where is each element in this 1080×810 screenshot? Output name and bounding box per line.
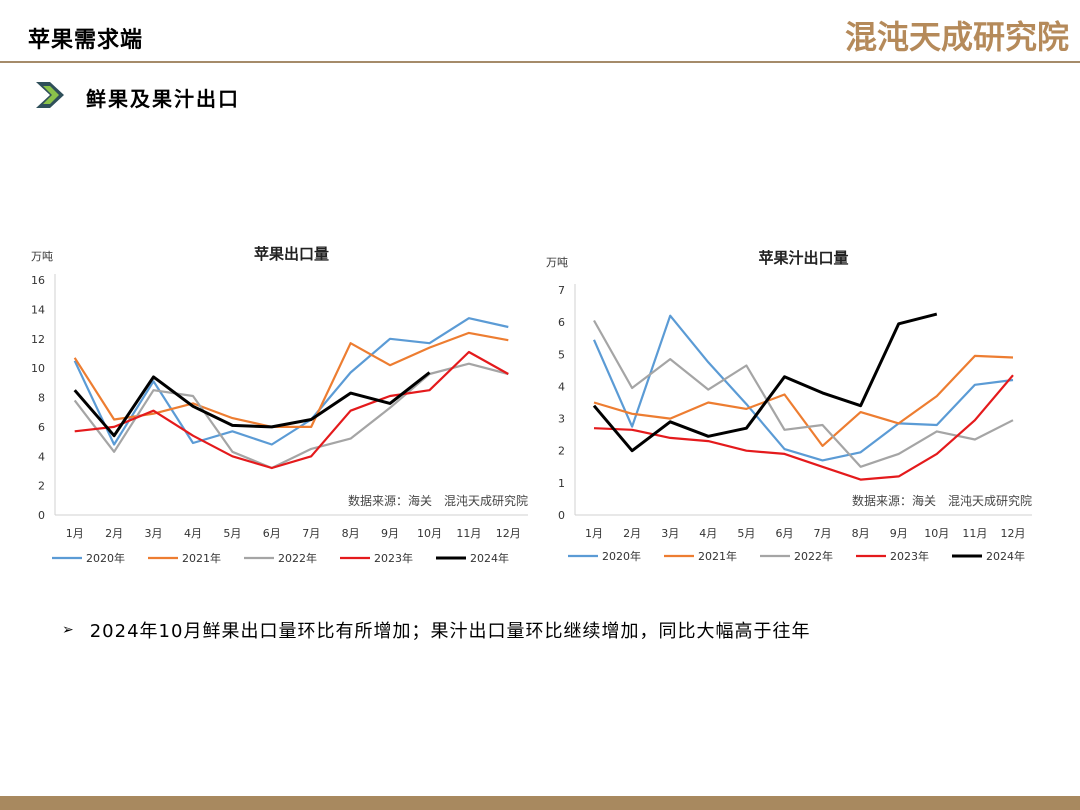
x-tick-label: 12月 bbox=[1000, 527, 1025, 540]
x-tick-label: 3月 bbox=[145, 527, 163, 540]
x-tick-label: 5月 bbox=[737, 527, 755, 540]
section-title: 鲜果及果汁出口 bbox=[86, 87, 240, 111]
y-tick-label: 2 bbox=[38, 480, 45, 493]
y-tick-label: 8 bbox=[38, 392, 45, 405]
y-tick-label: 1 bbox=[558, 477, 565, 490]
series-line-2022年 bbox=[593, 319, 1014, 468]
chart-title: 苹果出口量 bbox=[254, 245, 329, 263]
x-tick-label: 6月 bbox=[775, 527, 793, 540]
y-tick-label: 14 bbox=[31, 303, 45, 316]
y-tick-label: 5 bbox=[558, 348, 565, 361]
x-tick-label: 11月 bbox=[962, 527, 987, 540]
page-title: 苹果需求端 bbox=[28, 28, 144, 53]
legend-label: 2021年 bbox=[698, 549, 737, 563]
footer-bar bbox=[0, 796, 1080, 810]
y-tick-label: 7 bbox=[558, 284, 565, 297]
y-tick-label: 4 bbox=[38, 450, 45, 463]
x-tick-label: 2月 bbox=[105, 527, 123, 540]
x-tick-label: 2月 bbox=[623, 527, 641, 540]
summary-bullet: ➢ 2024年10月鲜果出口量环比有所增加；果汁出口量环比继续增加，同比大幅高于… bbox=[62, 617, 810, 643]
series-line-2024年 bbox=[592, 312, 938, 453]
y-axis-unit-label: 万吨 bbox=[31, 250, 53, 263]
x-tick-label: 1月 bbox=[585, 527, 603, 540]
x-tick-label: 9月 bbox=[890, 527, 908, 540]
y-tick-label: 0 bbox=[558, 509, 565, 522]
legend-label: 2020年 bbox=[86, 551, 125, 565]
x-tick-label: 8月 bbox=[342, 527, 360, 540]
series-line-2021年 bbox=[593, 354, 1014, 447]
chevron-right-icon bbox=[36, 82, 64, 108]
series-line-2022年 bbox=[73, 362, 509, 470]
legend-label: 2024年 bbox=[470, 551, 509, 565]
x-tick-label: 11月 bbox=[456, 527, 481, 540]
y-tick-label: 16 bbox=[31, 274, 45, 287]
x-tick-label: 4月 bbox=[184, 527, 202, 540]
data-source-note: 数据来源：海关 混沌天成研究院 bbox=[852, 493, 1032, 508]
y-tick-label: 6 bbox=[558, 316, 565, 329]
x-tick-label: 3月 bbox=[661, 527, 679, 540]
x-tick-label: 1月 bbox=[66, 527, 84, 540]
legend-label: 2020年 bbox=[602, 549, 641, 563]
legend-label: 2021年 bbox=[182, 551, 221, 565]
series-line-2020年 bbox=[73, 317, 509, 446]
x-tick-label: 7月 bbox=[302, 527, 320, 540]
y-tick-label: 3 bbox=[558, 413, 565, 426]
y-tick-label: 4 bbox=[558, 380, 565, 393]
x-tick-label: 7月 bbox=[814, 527, 832, 540]
y-tick-label: 0 bbox=[38, 509, 45, 522]
series-line-2021年 bbox=[73, 331, 509, 428]
series-line-2023年 bbox=[74, 350, 509, 470]
summary-text: 2024年10月鲜果出口量环比有所增加；果汁出口量环比继续增加，同比大幅高于往年 bbox=[89, 621, 811, 642]
legend-label: 2023年 bbox=[890, 549, 929, 563]
y-tick-label: 6 bbox=[38, 421, 45, 434]
bullet-arrow-icon: ➢ bbox=[62, 622, 74, 638]
series-line-2023年 bbox=[593, 374, 1014, 481]
legend-label: 2022年 bbox=[278, 551, 317, 565]
chart-title: 苹果汁出口量 bbox=[758, 249, 848, 267]
x-tick-label: 4月 bbox=[699, 527, 717, 540]
legend-label: 2024年 bbox=[986, 549, 1025, 563]
x-tick-label: 10月 bbox=[417, 527, 442, 540]
y-tick-label: 2 bbox=[558, 445, 565, 458]
series-line-2020年 bbox=[592, 314, 1014, 462]
data-source-note: 数据来源：海关 混沌天成研究院 bbox=[348, 493, 528, 508]
x-tick-label: 5月 bbox=[223, 527, 241, 540]
y-tick-label: 12 bbox=[31, 333, 45, 346]
x-tick-label: 9月 bbox=[381, 527, 399, 540]
legend-label: 2022年 bbox=[794, 549, 833, 563]
x-tick-label: 8月 bbox=[852, 527, 870, 540]
header-divider bbox=[0, 61, 1080, 63]
x-tick-label: 6月 bbox=[263, 527, 281, 540]
brand-logo: 混沌天成研究院 bbox=[845, 18, 1070, 56]
y-tick-label: 10 bbox=[31, 362, 45, 375]
series-line-2024年 bbox=[73, 371, 431, 438]
x-tick-label: 10月 bbox=[924, 527, 949, 540]
x-tick-label: 12月 bbox=[496, 527, 521, 540]
legend-label: 2023年 bbox=[374, 551, 413, 565]
y-axis-unit-label: 万吨 bbox=[546, 256, 568, 269]
